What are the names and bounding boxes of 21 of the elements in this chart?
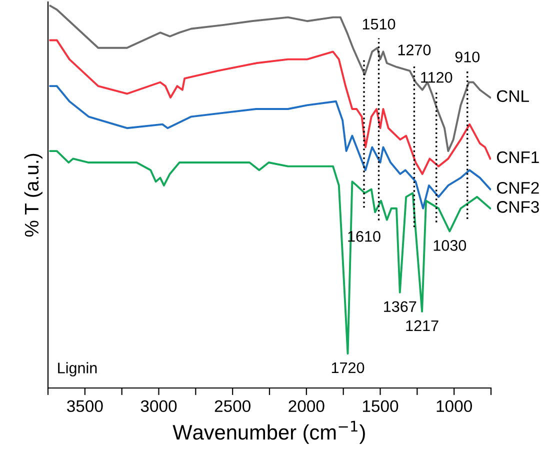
x-tick-label: 3500 (67, 400, 103, 412)
series-label: CNF3 (497, 201, 539, 213)
x-tick-label: 1500 (362, 400, 398, 412)
annotation: 1720 (332, 362, 364, 374)
x-tick-label: 2000 (288, 400, 324, 412)
ref-line-label: 910 (455, 52, 480, 62)
annotation: Lignin (58, 362, 97, 376)
series-label: CNF1 (497, 151, 539, 164)
annotation: 1030 (434, 240, 466, 251)
y-axis-title: % T (a.u.) (24, 154, 42, 237)
ref-line-label: 1270 (398, 44, 431, 56)
ref-line-label: 1510 (362, 18, 396, 30)
x-tick-label: 1000 (436, 400, 472, 412)
series-label: CNF2 (497, 182, 539, 194)
series-label: CNL (497, 90, 529, 102)
x-tick-label: 2500 (214, 400, 250, 412)
x-axis-title: Wavenumber (cm$^{−1}$) (172, 420, 365, 444)
ref-line-label: 1120 (421, 72, 452, 83)
annotation: 1367 (384, 301, 416, 312)
annotation: 1217 (406, 320, 438, 331)
x-tick-label: 3000 (140, 400, 177, 412)
